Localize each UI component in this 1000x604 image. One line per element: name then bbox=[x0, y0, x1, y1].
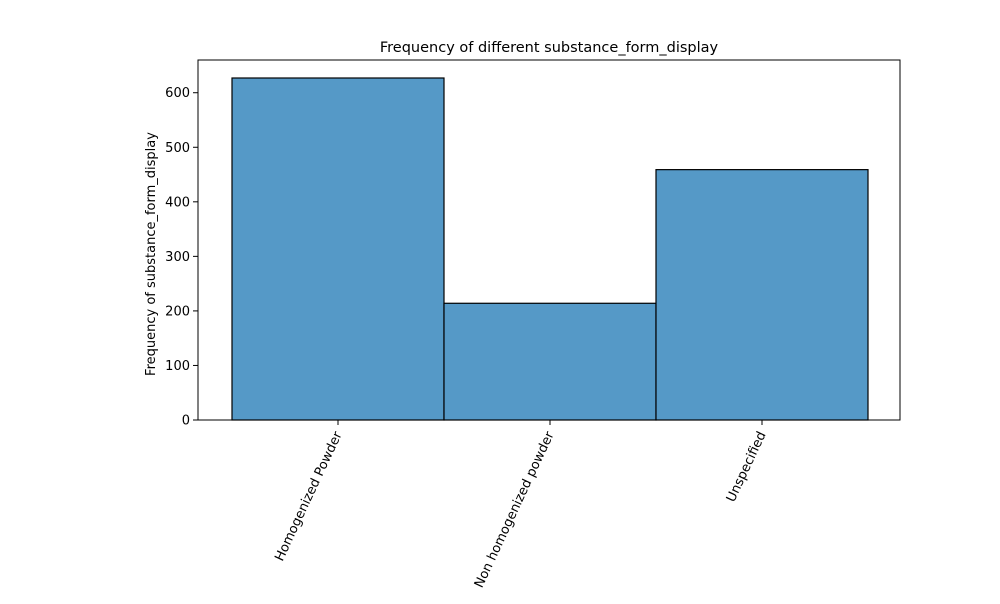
x-tick-label: Homogenized Powder bbox=[272, 429, 346, 564]
bar bbox=[443, 302, 657, 421]
x-tick-label: Non homogenized powder bbox=[472, 429, 558, 591]
y-tick-label: 300 bbox=[165, 250, 190, 265]
y-tick-label: 600 bbox=[165, 86, 190, 101]
y-tick-label: 200 bbox=[165, 304, 190, 319]
x-tick-label: Unspecified bbox=[724, 429, 770, 504]
y-tick-label: 100 bbox=[165, 359, 190, 374]
y-tick-label: 400 bbox=[165, 195, 190, 210]
y-axis-label: Frequency of substance_form_display bbox=[144, 132, 159, 376]
chart-title: Frequency of different substance_form_di… bbox=[380, 40, 719, 56]
y-tick-label: 500 bbox=[165, 141, 190, 156]
plot-area: 0 100 200 300 400 500 600 Homogenized Powder Non… bbox=[165, 59, 901, 591]
plot-frame bbox=[197, 59, 901, 421]
bar bbox=[231, 77, 445, 421]
bar bbox=[655, 169, 869, 421]
y-tick-label: 0 bbox=[182, 414, 190, 429]
